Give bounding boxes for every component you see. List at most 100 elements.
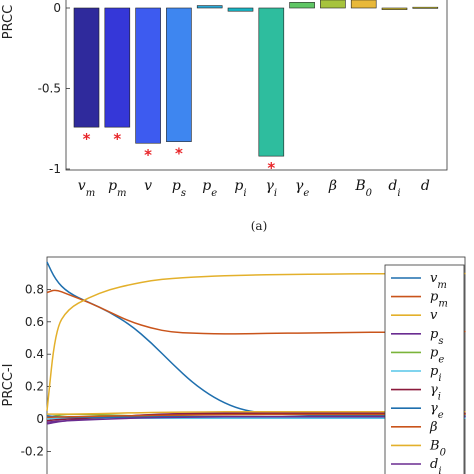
legend-entry-base: γ bbox=[430, 401, 438, 416]
bar-category-label-sub: i bbox=[397, 188, 400, 199]
bar-category-label-base: d bbox=[421, 178, 430, 194]
legend-entry: B0 bbox=[429, 438, 447, 458]
bar-category-label: ps bbox=[172, 178, 186, 199]
bar-category-label: γe bbox=[295, 178, 309, 199]
legend-entry-sub: m bbox=[437, 280, 446, 291]
bar-d_i bbox=[381, 7, 408, 10]
bar-ytick-label: -0.5 bbox=[38, 82, 61, 96]
significance-star: * bbox=[175, 145, 183, 163]
bar-category-label-base: p bbox=[202, 178, 211, 194]
legend-entry-sub: i bbox=[438, 391, 441, 402]
caption-a: (a) bbox=[251, 219, 268, 233]
significance-markers: * * * * * bbox=[83, 130, 276, 177]
bar-category-label-base: p bbox=[234, 178, 243, 194]
bar-v bbox=[135, 7, 161, 144]
bar-category-label-sub: m bbox=[86, 188, 95, 199]
legend-entry-base: p bbox=[430, 364, 439, 379]
bar-plot-area bbox=[65, 0, 448, 171]
bars bbox=[73, 0, 439, 157]
legend-entry: β bbox=[429, 420, 438, 435]
significance-star: * bbox=[113, 130, 121, 148]
bar-ytick-label: -1 bbox=[49, 162, 61, 176]
bar-category-labels: vm pm v ps pe pi γi γe β B0 di d bbox=[78, 178, 430, 199]
significance-star: * bbox=[144, 146, 152, 164]
line-ylabel: PRCC-I bbox=[1, 364, 16, 407]
bar-category-label-base: γ bbox=[295, 178, 304, 194]
bar-category-label-base: β bbox=[328, 178, 337, 194]
line-chart-prcc-i: PRCC-I 0.80.60.40.20-0.2 vmpmvpspepiγiγe… bbox=[1, 256, 466, 474]
bar-d bbox=[412, 6, 439, 9]
bar-p_i bbox=[227, 7, 254, 12]
line-ytick-label: -0.2 bbox=[21, 444, 44, 458]
bar-category-label-base: v bbox=[144, 178, 152, 194]
bar-category-label: pi bbox=[234, 178, 246, 199]
legend-entry-sub: i bbox=[438, 373, 441, 384]
bar-v_m bbox=[73, 7, 100, 128]
bar-category-label-sub: i bbox=[274, 188, 277, 199]
bar-category-label: B0 bbox=[354, 178, 372, 199]
bar-category-label-base: p bbox=[108, 178, 117, 194]
legend-entry-sub: s bbox=[438, 335, 443, 346]
legend-entry-base: d bbox=[430, 457, 438, 472]
legend-entry-base: β bbox=[429, 420, 438, 435]
legend-entry-base: v bbox=[430, 308, 438, 323]
legend-entry: v bbox=[430, 308, 438, 323]
bar-ytick-label: 0 bbox=[53, 1, 61, 15]
significance-star: * bbox=[83, 130, 91, 148]
legend-entry: pe bbox=[430, 345, 444, 365]
legend-entry-base: p bbox=[430, 327, 439, 342]
legend-entry-sub: 0 bbox=[440, 447, 447, 458]
bar-category-label-base: γ bbox=[266, 178, 275, 194]
legend-entry-base: p bbox=[430, 290, 439, 305]
significance-star: * bbox=[267, 159, 275, 177]
bar-B_0 bbox=[350, 0, 377, 9]
legend-entry-sub: e bbox=[438, 354, 444, 365]
legend-entry: pi bbox=[430, 364, 442, 384]
bar-category-label-sub: e bbox=[303, 188, 309, 199]
bar-category-label-sub: 0 bbox=[366, 188, 373, 199]
line-plot-area bbox=[46, 256, 466, 474]
legend-entry: ps bbox=[430, 327, 443, 347]
legend-entry: γi bbox=[430, 383, 441, 403]
legend-entry-base: γ bbox=[430, 383, 438, 398]
line-ytick-label: 0.6 bbox=[25, 315, 44, 329]
bar-category-label: v bbox=[144, 178, 152, 194]
legend-entry-sub: m bbox=[438, 298, 447, 309]
line-y-ticks: 0.8 0.6 0.4 0.2 0 -0.2 bbox=[21, 282, 51, 458]
legend-entry: vm bbox=[430, 271, 447, 291]
bar-category-label: d bbox=[421, 178, 430, 194]
legend-entry: di bbox=[430, 457, 442, 474]
bar-ylabel: PRCC bbox=[1, 5, 16, 39]
line-ytick-label: 0.4 bbox=[25, 347, 44, 361]
bar-category-label: γi bbox=[266, 178, 278, 199]
bar-category-label-sub: m bbox=[117, 188, 126, 199]
legend-entry-base: p bbox=[430, 345, 439, 360]
bar-category-label: vm bbox=[78, 178, 95, 199]
bar-category-label: β bbox=[328, 178, 337, 194]
legend-entry-base: B bbox=[429, 438, 440, 453]
bar-category-label-sub: e bbox=[211, 188, 217, 199]
bar-y-ticks: 0 -0.5 -1 bbox=[38, 1, 70, 176]
legend-entry-base: v bbox=[430, 271, 438, 286]
bar-category-label-base: v bbox=[78, 178, 86, 194]
legend-entry: γe bbox=[430, 401, 444, 421]
bar-category-label: di bbox=[388, 178, 400, 199]
legend-entry: pm bbox=[430, 290, 448, 310]
bar-category-label-base: d bbox=[388, 178, 397, 194]
line-ytick-label: 0.2 bbox=[25, 380, 44, 394]
bar-category-label-sub: i bbox=[243, 188, 246, 199]
bar-p_m bbox=[104, 7, 131, 128]
bar-β bbox=[320, 0, 346, 9]
bar-category-label-base: p bbox=[172, 178, 181, 194]
line-ytick-label: 0.8 bbox=[25, 282, 44, 296]
line-ytick-label: 0 bbox=[36, 412, 44, 426]
legend-box bbox=[384, 264, 465, 474]
bar-category-label-sub: s bbox=[181, 188, 186, 199]
bar-p_e bbox=[196, 5, 223, 9]
bar-chart-prcc: PRCC 0-0.5-1 * ** ** vm pm v ps pe pi γi γe β B0 di d bbox=[1, 0, 448, 199]
legend-entry-sub: e bbox=[438, 410, 444, 421]
bar-γ_e bbox=[289, 2, 315, 9]
bar-γ_i bbox=[258, 7, 285, 157]
bar-category-label: pm bbox=[108, 178, 126, 199]
